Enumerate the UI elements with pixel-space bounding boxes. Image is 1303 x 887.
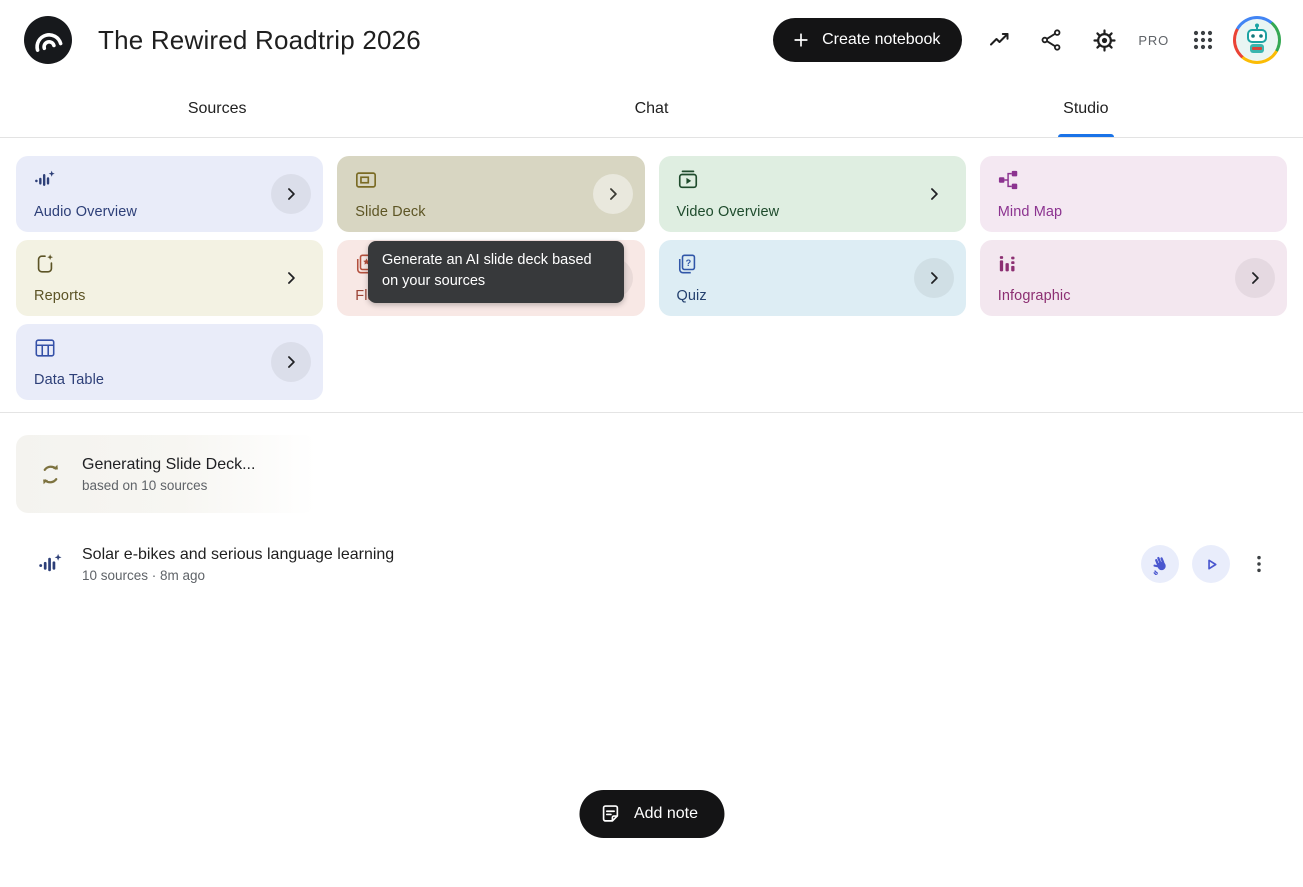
header-actions: Create notebook PRO xyxy=(773,16,1281,64)
user-avatar[interactable] xyxy=(1233,16,1281,64)
more-options-icon[interactable] xyxy=(1243,545,1275,583)
pro-badge: PRO xyxy=(1138,32,1169,48)
note-icon xyxy=(599,803,621,825)
interactive-mode-hand-icon[interactable] xyxy=(1141,545,1179,583)
chevron-right-icon[interactable] xyxy=(1235,258,1275,298)
chevron-right-icon[interactable] xyxy=(271,174,312,214)
studio-tool-label: Slide Deck xyxy=(355,204,426,220)
studio-item-meta: 10 sources · 8m ago xyxy=(82,567,206,583)
chevron-right-icon[interactable] xyxy=(592,174,633,214)
slide-deck-tooltip: Generate an AI slide deck based on your … xyxy=(368,241,624,304)
studio-item-actions xyxy=(1141,545,1275,583)
plus-icon xyxy=(791,30,811,50)
create-notebook-label: Create notebook xyxy=(822,31,941,48)
audio-waveform-sparkle-icon xyxy=(34,169,309,191)
studio-tool-quiz[interactable]: ? Quiz xyxy=(658,240,966,316)
tab-sources[interactable]: Sources xyxy=(187,99,247,117)
audio-waveform-sparkle-icon xyxy=(38,552,63,577)
studio-item-row[interactable]: Solar e-bikes and serious language learn… xyxy=(16,539,1287,589)
studio-tools-grid: Audio Overview Slide Deck Video Overview xyxy=(0,138,1303,400)
studio-tool-slide-deck[interactable]: Slide Deck xyxy=(337,156,645,232)
chevron-right-icon[interactable] xyxy=(914,174,954,214)
chevron-right-icon[interactable] xyxy=(271,258,311,298)
chevron-right-icon[interactable] xyxy=(913,258,954,298)
settings-gear-icon[interactable] xyxy=(1082,18,1126,62)
studio-tool-label: Data Table xyxy=(34,372,105,388)
app-header: The Rewired Roadtrip 2026 Create noteboo… xyxy=(0,0,1303,80)
add-note-button[interactable]: Add note xyxy=(578,790,725,838)
panel-tabs: Sources Chat Studio xyxy=(0,80,1303,138)
analytics-trending-icon[interactable] xyxy=(978,18,1022,62)
studio-tool-label: Reports xyxy=(34,288,86,304)
sync-progress-icon xyxy=(38,462,63,487)
bar-chart-icon xyxy=(998,253,1273,275)
slide-frame-icon xyxy=(355,169,630,191)
notebooklm-logo-icon[interactable] xyxy=(24,16,72,64)
play-icon[interactable] xyxy=(1192,545,1230,583)
table-grid-icon xyxy=(34,337,309,359)
create-notebook-button[interactable]: Create notebook xyxy=(773,18,963,62)
tab-chat[interactable]: Chat xyxy=(634,99,669,117)
studio-tool-label: Audio Overview xyxy=(34,204,137,220)
video-play-icon xyxy=(677,169,952,191)
generating-title: Generating Slide Deck... xyxy=(82,455,256,473)
generating-subtitle: based on 10 sources xyxy=(82,477,208,493)
studio-tool-video-overview[interactable]: Video Overview xyxy=(658,156,966,232)
section-divider xyxy=(0,412,1303,413)
node-tree-icon xyxy=(998,169,1273,191)
studio-tool-label: Video Overview xyxy=(676,204,780,220)
studio-tool-data-table[interactable]: Data Table xyxy=(16,324,324,400)
apps-grid-icon[interactable] xyxy=(1181,18,1225,62)
page-title: The Rewired Roadtrip 2026 xyxy=(98,24,421,55)
studio-tool-label: Quiz xyxy=(676,288,707,304)
document-sparkle-icon xyxy=(34,253,309,275)
studio-item-title: Solar e-bikes and serious language learn… xyxy=(82,545,395,563)
studio-tool-reports[interactable]: Reports xyxy=(16,240,324,316)
robot-avatar-image xyxy=(1236,19,1278,61)
studio-tool-infographic[interactable]: Infographic xyxy=(979,240,1287,316)
generating-slide-deck-row[interactable]: Generating Slide Deck... based on 10 sou… xyxy=(16,435,316,513)
studio-tool-label: Mind Map xyxy=(997,204,1063,220)
svg-text:?: ? xyxy=(685,258,691,268)
studio-tool-mind-map[interactable]: Mind Map xyxy=(979,156,1287,232)
chevron-right-icon[interactable] xyxy=(271,342,312,382)
tab-studio[interactable]: Studio xyxy=(869,80,1303,137)
share-icon[interactable] xyxy=(1030,18,1074,62)
studio-tool-label: Infographic xyxy=(997,288,1071,304)
studio-tool-audio-overview[interactable]: Audio Overview xyxy=(16,156,324,232)
add-note-label: Add note xyxy=(633,805,699,822)
card-question-icon: ? xyxy=(677,253,952,275)
